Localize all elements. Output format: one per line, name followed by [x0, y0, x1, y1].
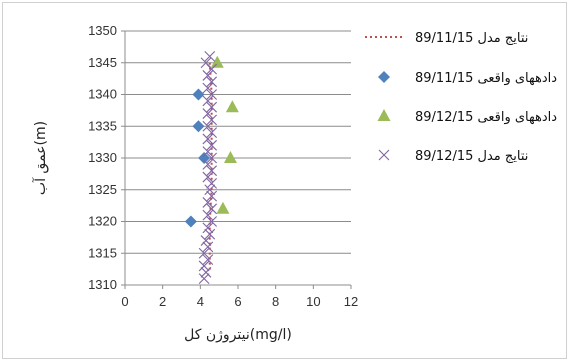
y-tick-label-1335: 1335 [88, 118, 117, 133]
data-point-3-18 [206, 165, 218, 177]
data-point-3-3 [202, 70, 214, 81]
data-point-3-5 [202, 82, 214, 94]
data-point-3-20 [206, 178, 218, 189]
data-point-3-28 [204, 228, 216, 240]
data-point-3-23 [202, 197, 214, 208]
data-point-3-14 [206, 139, 218, 151]
legend-label-3: 89/12/15 نتایج مدل [415, 149, 528, 164]
data-point-3-22 [206, 190, 218, 202]
data-point-2-3 [216, 201, 230, 214]
data-point-3-27 [202, 222, 214, 234]
data-point-3-26 [206, 216, 218, 227]
y-tick-label-1340: 1340 [88, 87, 117, 102]
x-tick-label-8: 8 [272, 294, 279, 309]
data-point-1-0 [192, 88, 205, 101]
x-tick-label-12: 12 [344, 294, 358, 309]
data-point-3-15 [202, 146, 214, 158]
x-tick-label-6: 6 [234, 294, 241, 309]
legend-label-0: 89/11/15 نتایج مدل [415, 31, 528, 46]
data-point-3-2 [206, 63, 218, 75]
x-tick-label-10: 10 [306, 294, 320, 309]
y-tick-label-1350: 1350 [88, 23, 117, 38]
x-tick-label-2: 2 [159, 294, 166, 309]
chart-canvas: 1310 1315 1320 1325 1330 1335 1340 1345 1350 0 2 4 6… [32, 23, 557, 343]
data-point-1-2 [198, 152, 211, 164]
data-point-3-25 [202, 209, 214, 221]
data-point-3-34 [200, 266, 212, 278]
legend-symbol-1 [378, 71, 390, 83]
x-tick-label-0: 0 [121, 294, 128, 309]
y-tick-label-1310: 1310 [88, 277, 117, 292]
data-point-3-12 [206, 127, 218, 138]
data-point-2-2 [223, 151, 237, 163]
data-point-3-35 [198, 273, 210, 285]
data-point-3-32 [202, 254, 214, 265]
data-point-3-19 [202, 171, 214, 183]
data-point-2-0 [210, 55, 224, 68]
y-tick-label-1325: 1325 [88, 182, 117, 197]
data-point-3-8 [206, 101, 218, 113]
data-point-1-3 [184, 215, 197, 228]
data-point-3-13 [202, 133, 214, 145]
data-point-3-6 [206, 89, 218, 100]
legend-label-1: 89/11/15 دادههای واقعی [415, 71, 557, 86]
data-point-3-7 [202, 95, 214, 107]
data-point-1-1 [192, 120, 205, 133]
data-point-3-16 [206, 152, 218, 164]
y-tick-label-1320: 1320 [88, 214, 117, 229]
data-point-3-31 [198, 247, 210, 259]
data-point-3-11 [202, 120, 214, 132]
data-point-3-24 [206, 203, 218, 215]
y-tick-label-1315: 1315 [88, 245, 117, 260]
data-point-3-30 [202, 241, 214, 253]
data-point-3-17 [202, 158, 214, 170]
y-axis-title: عمق آب(m) [32, 121, 49, 195]
data-point-2-1 [225, 100, 239, 113]
legend-symbol-2 [377, 109, 391, 121]
chart-frame: 1310 1315 1320 1325 1330 1335 1340 1345 1350 0 2 4 6… [2, 2, 567, 359]
data-point-3-0 [204, 51, 216, 62]
data-point-3-4 [206, 76, 218, 88]
data-point-3-10 [206, 114, 218, 126]
x-axis-title: نیتروژن کل(mg/l) [184, 327, 292, 343]
x-tick-label-4: 4 [197, 294, 204, 309]
legend-label-2: 89/12/15 دادههای واقعی [415, 110, 557, 125]
data-point-3-33 [198, 260, 210, 272]
y-tick-label-1330: 1330 [88, 150, 117, 165]
y-tick-label-1345: 1345 [88, 55, 117, 70]
data-point-3-29 [200, 235, 212, 246]
legend-symbol-3 [378, 149, 390, 161]
data-point-3-9 [202, 108, 214, 119]
data-point-3-21 [204, 184, 216, 196]
